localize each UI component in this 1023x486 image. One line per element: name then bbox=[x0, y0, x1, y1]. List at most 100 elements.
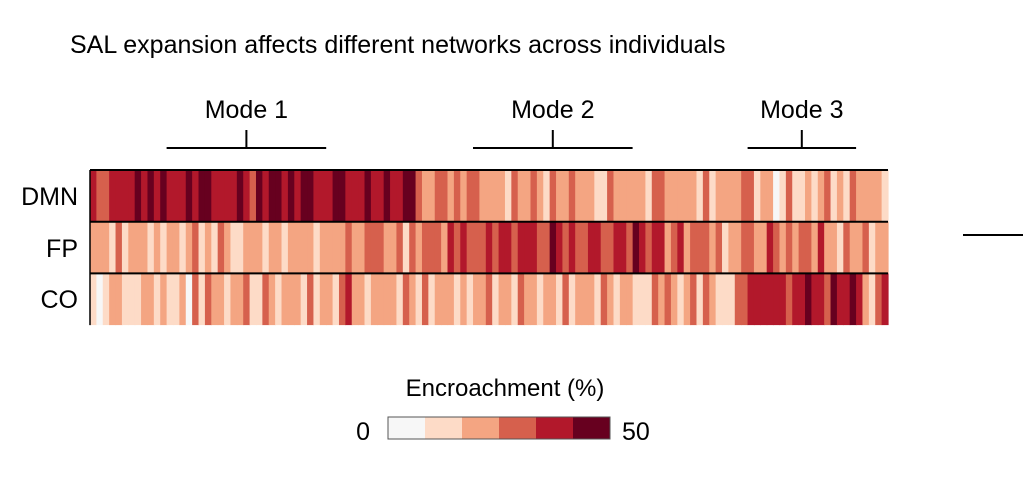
mode-1-bracket: Mode 1 bbox=[166, 96, 327, 149]
heatmap-cell bbox=[492, 273, 500, 326]
heatmap-cell bbox=[798, 273, 806, 326]
heatmap-cell bbox=[715, 273, 723, 326]
heatmap-cell bbox=[351, 273, 359, 326]
heatmap-cell bbox=[479, 170, 487, 222]
heatmap-cell bbox=[364, 221, 372, 274]
heatmap-cell bbox=[498, 273, 506, 326]
heatmap-cell bbox=[556, 170, 564, 222]
heatmap-cell bbox=[115, 221, 123, 274]
mode-3-label: Mode 3 bbox=[760, 96, 843, 124]
heatmap-cell bbox=[198, 221, 206, 274]
heatmap-cell bbox=[243, 170, 251, 222]
heatmap-cell bbox=[134, 273, 142, 326]
heatmap-cell bbox=[473, 170, 481, 222]
heatmap-cell bbox=[811, 273, 819, 326]
heatmap-cell bbox=[868, 170, 876, 222]
heatmap-cell bbox=[160, 273, 168, 326]
heatmap-cell bbox=[651, 273, 659, 326]
heatmap-cell bbox=[715, 170, 723, 222]
colorbar bbox=[387, 416, 611, 440]
heatmap-cell bbox=[651, 221, 659, 274]
heatmap-cell bbox=[300, 221, 308, 274]
heatmap-cell bbox=[249, 170, 257, 222]
heatmap-cell bbox=[805, 170, 812, 222]
heatmap-cell bbox=[364, 273, 372, 326]
heatmap-cell bbox=[102, 170, 110, 222]
heatmap-cell bbox=[639, 273, 646, 326]
heatmap-cell bbox=[817, 273, 825, 326]
heatmap-cell bbox=[377, 273, 385, 326]
heatmap-cell bbox=[230, 170, 238, 222]
colorbar-swatch bbox=[388, 417, 426, 439]
heatmap-cell bbox=[556, 221, 564, 274]
heatmap-cell bbox=[862, 170, 870, 222]
heatmap-cell bbox=[268, 273, 276, 326]
heatmap-cell bbox=[594, 221, 602, 274]
heatmap-cell bbox=[281, 273, 289, 326]
heatmap-cell bbox=[319, 221, 327, 274]
heatmap-cell bbox=[198, 273, 206, 326]
heatmap-cell bbox=[587, 221, 595, 274]
heatmap-cell bbox=[792, 273, 800, 326]
heatmap-cell bbox=[421, 273, 429, 326]
heatmap-cell bbox=[824, 170, 832, 222]
heatmap-cell bbox=[741, 273, 749, 326]
heatmap-cell bbox=[690, 221, 698, 274]
heatmap-cell bbox=[709, 170, 717, 222]
heatmap-cell bbox=[287, 221, 295, 274]
heatmap-cell bbox=[670, 170, 678, 222]
heatmap-cell bbox=[204, 221, 212, 274]
heatmap-cell bbox=[817, 221, 825, 274]
heatmap-cell bbox=[760, 273, 768, 326]
heatmap-cell bbox=[543, 170, 551, 222]
heatmap-cell bbox=[753, 221, 761, 274]
heatmap-cell bbox=[428, 273, 436, 326]
heatmap-cell bbox=[268, 170, 276, 222]
heatmap-cell bbox=[619, 221, 627, 274]
heatmap-cell bbox=[677, 273, 685, 326]
heatmap-cell bbox=[792, 170, 800, 222]
heatmap-cell bbox=[843, 273, 851, 326]
heatmap-cell bbox=[881, 273, 889, 326]
heatmap-cell bbox=[134, 221, 142, 274]
heatmap-cell bbox=[179, 221, 187, 274]
heatmap-cell bbox=[632, 221, 640, 274]
heatmap-cell bbox=[645, 273, 653, 326]
heatmap-cell bbox=[121, 273, 129, 326]
heatmap-cell bbox=[447, 170, 455, 222]
heatmap-cell bbox=[402, 273, 410, 326]
heatmap-cell bbox=[211, 221, 219, 274]
heatmap-cell bbox=[709, 273, 717, 326]
heatmap-cell bbox=[204, 170, 212, 222]
heatmap-cell bbox=[96, 221, 104, 274]
heatmap-cell bbox=[836, 221, 844, 274]
heatmap-cell bbox=[568, 170, 576, 222]
heatmap-cell bbox=[843, 170, 851, 222]
heatmap-cell bbox=[358, 273, 366, 326]
heatmap-cell bbox=[664, 273, 672, 326]
heatmap-cell bbox=[702, 273, 710, 326]
mode-1-label: Mode 1 bbox=[205, 96, 288, 124]
heatmap-cell bbox=[651, 170, 659, 222]
heatmap-cell bbox=[409, 273, 417, 326]
heatmap-cell bbox=[402, 170, 410, 222]
heatmap-cell bbox=[849, 170, 857, 222]
heatmap-cell bbox=[753, 273, 761, 326]
heatmap-cell bbox=[262, 273, 270, 326]
heatmap-cell bbox=[224, 221, 232, 274]
heatmap-cell bbox=[326, 170, 334, 222]
heatmap-cell bbox=[766, 221, 774, 274]
heatmap-cell bbox=[153, 221, 161, 274]
heatmap-cell bbox=[447, 221, 455, 274]
heatmap-cell bbox=[390, 221, 398, 274]
heatmap-cell bbox=[658, 273, 666, 326]
heatmap-cell bbox=[511, 170, 519, 222]
heatmap-cell bbox=[338, 221, 346, 274]
heatmap-cell bbox=[632, 273, 640, 326]
heatmap-cell bbox=[792, 221, 800, 274]
heatmap-cell bbox=[881, 221, 889, 274]
heatmap-cell bbox=[185, 273, 193, 326]
heatmap-cell bbox=[626, 170, 634, 222]
heatmap-cell bbox=[121, 221, 129, 274]
heatmap-cell bbox=[172, 170, 180, 222]
